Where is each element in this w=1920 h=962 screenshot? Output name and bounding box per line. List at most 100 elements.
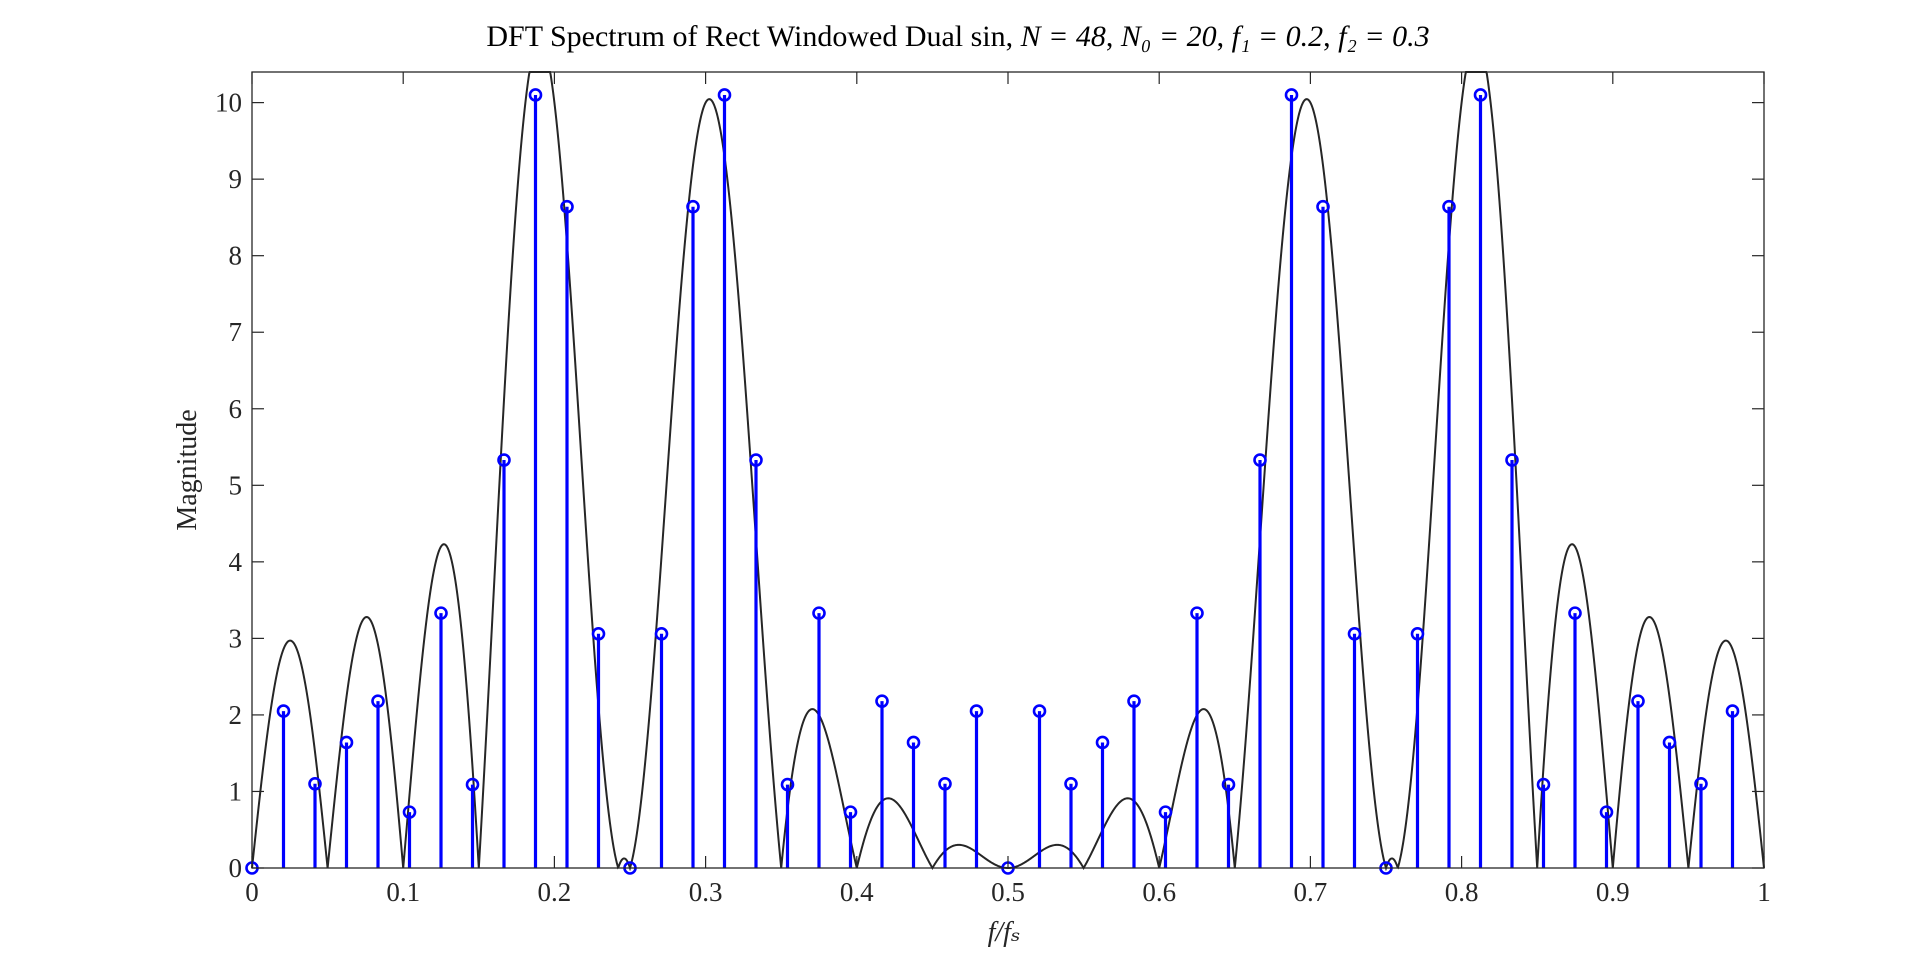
y-tick-label: 2 — [229, 700, 243, 730]
title-f2: f₂ = 0.3 — [1338, 20, 1430, 53]
x-tick-label: 0.9 — [1596, 877, 1630, 907]
y-tick-label: 7 — [229, 317, 243, 347]
y-tick-label: 1 — [229, 776, 243, 806]
stem-33 — [1284, 88, 1299, 868]
y-tick-label: 3 — [229, 623, 243, 653]
stem-47 — [1725, 704, 1740, 868]
stem-marker — [1127, 694, 1141, 708]
stem-marker — [1694, 777, 1708, 791]
stem-11 — [591, 626, 606, 868]
stem-marker — [371, 694, 385, 708]
stem-marker — [1284, 88, 1299, 102]
curve-layer — [251, 71, 1765, 872]
stem-marker — [1221, 777, 1236, 792]
stem-38 — [1442, 199, 1456, 868]
stem-marker — [1599, 805, 1614, 819]
stem-10 — [560, 199, 574, 868]
stem-marker — [654, 626, 669, 641]
stem-marker — [1442, 199, 1456, 214]
stem-marker — [1410, 626, 1425, 641]
title-sep-1: , — [1106, 20, 1121, 53]
y-tick-label: 8 — [229, 241, 243, 271]
stem-37 — [1410, 626, 1425, 868]
y-tick-label: 5 — [229, 470, 243, 500]
chart-title: DFT Spectrum of Rect Windowed Dual sin, … — [486, 20, 1429, 53]
y-tick-label: 6 — [229, 394, 243, 424]
stem-3 — [339, 735, 354, 868]
stem-marker — [843, 805, 858, 819]
stem-marker — [560, 199, 574, 214]
y-tick-label: 9 — [229, 164, 243, 194]
stem-13 — [654, 626, 669, 868]
plot-area: 0 0.1 0.2 0.3 0.4 0.5 0.6 0.7 0.8 0.9 101234567891… — [215, 71, 1771, 907]
y-tick-label: 4 — [229, 547, 243, 577]
stem-marker — [528, 88, 543, 102]
stem-marker — [717, 88, 732, 102]
stem-marker — [339, 735, 354, 750]
x-tick-label: 0.7 — [1294, 877, 1328, 907]
stem-marker — [1253, 453, 1267, 467]
tick-layer: 0 0.1 0.2 0.3 0.4 0.5 0.6 0.7 0.8 0.9 101234567891… — [215, 72, 1771, 907]
x-tick-label: 0 — [245, 877, 259, 907]
stem-8 — [497, 453, 511, 868]
stem-marker — [749, 453, 763, 467]
stem-31 — [1221, 777, 1236, 868]
x-tick-label: 0.3 — [689, 877, 723, 907]
stem-1 — [276, 704, 291, 868]
stem-marker — [1158, 805, 1173, 819]
magnitude-curve — [251, 71, 1765, 872]
x-tick-label: 0.1 — [386, 877, 420, 907]
y-tick-label: 10 — [215, 88, 242, 118]
stem-32 — [1253, 453, 1267, 868]
stem-5 — [402, 805, 417, 868]
stem-marker — [1505, 453, 1519, 467]
axes-box — [251, 71, 1765, 869]
stem-28 — [1127, 694, 1141, 868]
stem-marker — [1631, 694, 1645, 708]
stem-marker — [906, 735, 921, 750]
stem-34 — [1316, 199, 1330, 868]
stem-9 — [528, 88, 543, 868]
stem-marker — [812, 606, 826, 620]
stem-marker — [969, 704, 984, 718]
y-axis-label: Magnitude — [172, 409, 203, 530]
x-axis-label: f/fₛ — [988, 917, 1021, 948]
stem-marker — [591, 626, 606, 641]
stem-22 — [938, 777, 952, 868]
stem-25 — [1032, 704, 1047, 868]
x-tick-label: 1 — [1757, 877, 1771, 907]
stem-marker — [1536, 777, 1551, 792]
stem-marker — [465, 777, 480, 792]
title-sep-3: , — [1323, 20, 1338, 53]
stem-marker — [308, 777, 322, 791]
stem-15 — [717, 88, 732, 868]
stem-marker — [1662, 735, 1677, 750]
x-tick-label: 0.8 — [1445, 877, 1479, 907]
stem-marker — [497, 453, 511, 467]
stem-7 — [465, 777, 480, 868]
stem-39 — [1473, 88, 1488, 868]
stem-14 — [686, 199, 700, 868]
stem-marker — [1064, 777, 1078, 791]
x-tick-label: 0.4 — [840, 877, 874, 907]
stem-23 — [969, 704, 984, 868]
stem-45 — [1662, 735, 1677, 868]
title-n: N = 48 — [1020, 20, 1106, 53]
stem-17 — [780, 777, 795, 868]
stem-marker — [276, 704, 291, 718]
stem-marker — [686, 199, 700, 214]
stem-marker — [780, 777, 795, 792]
stem-4 — [371, 694, 385, 868]
stem-marker — [1725, 704, 1740, 718]
x-tick-label: 0.5 — [991, 877, 1025, 907]
stem-marker — [1473, 88, 1488, 102]
stem-2 — [308, 777, 322, 868]
stem-40 — [1505, 453, 1519, 868]
stem-43 — [1599, 805, 1614, 868]
stem-marker — [402, 805, 417, 819]
stem-19 — [843, 805, 858, 868]
title-f1: f₁ = 0.2 — [1232, 20, 1324, 53]
stem-6 — [434, 606, 448, 868]
x-tick-label: 0.2 — [538, 877, 572, 907]
